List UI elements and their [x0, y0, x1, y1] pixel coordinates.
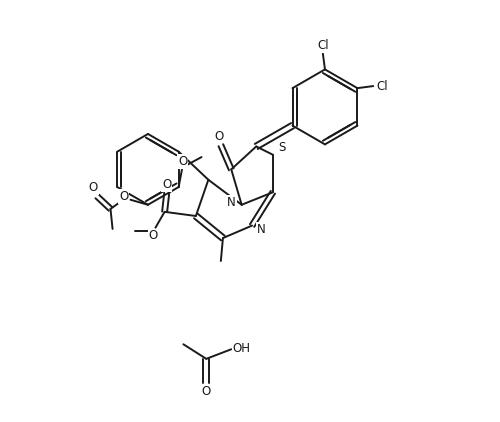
Text: OH: OH — [232, 341, 250, 354]
Text: Cl: Cl — [317, 39, 328, 52]
Text: O: O — [214, 130, 224, 143]
Text: O: O — [202, 385, 211, 398]
Text: O: O — [88, 181, 98, 194]
Text: O: O — [119, 190, 128, 203]
Text: O: O — [162, 178, 172, 191]
Text: O: O — [149, 230, 158, 243]
Text: S: S — [278, 141, 286, 154]
Text: N: N — [227, 196, 235, 209]
Text: O: O — [178, 155, 188, 168]
Text: N: N — [257, 223, 266, 236]
Text: Cl: Cl — [376, 80, 388, 92]
